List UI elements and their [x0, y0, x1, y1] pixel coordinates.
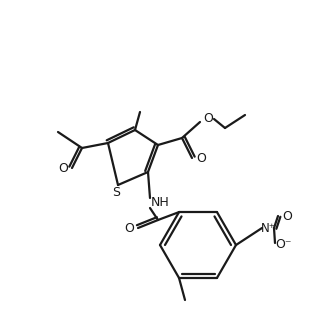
Text: O: O: [124, 222, 134, 235]
Text: O: O: [58, 161, 68, 175]
Text: S: S: [112, 187, 120, 200]
Text: O: O: [282, 210, 292, 223]
Text: O: O: [196, 152, 206, 165]
Text: O: O: [203, 112, 213, 125]
Text: NH: NH: [151, 196, 169, 210]
Text: O⁻: O⁻: [276, 238, 292, 251]
Text: N⁺: N⁺: [260, 222, 275, 235]
